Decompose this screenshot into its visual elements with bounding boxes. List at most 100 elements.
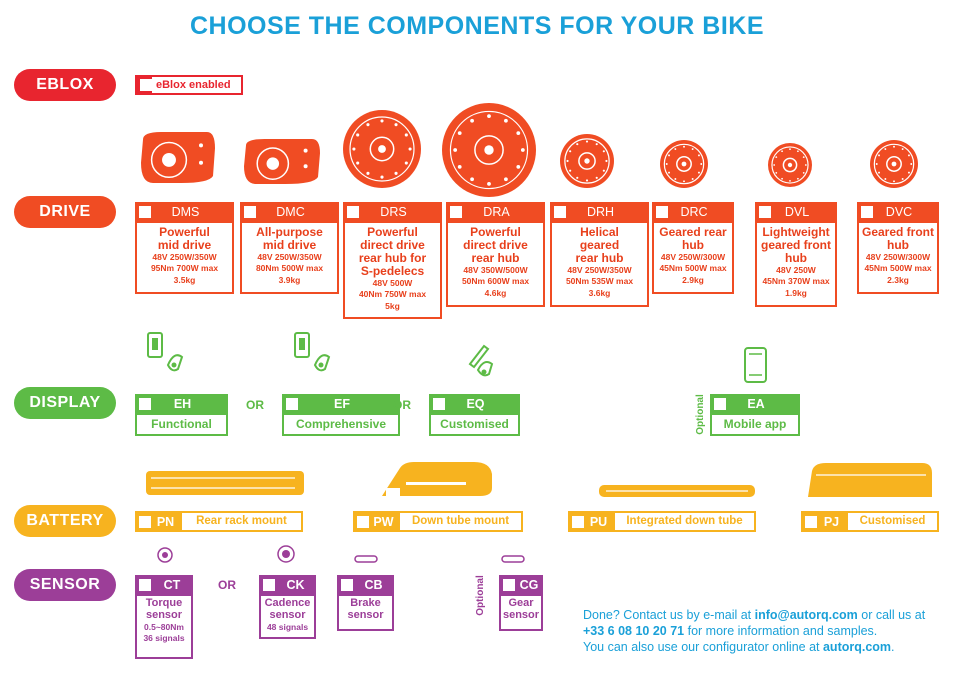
drive-option-drc[interactable]: DRC Geared rear hub 48V 250W/300W 45Nm 500W … [652, 202, 734, 294]
option-header[interactable]: DVL [755, 202, 837, 221]
option-header[interactable]: EQ [429, 394, 520, 413]
display-option-ef[interactable]: EF Comprehensive [282, 394, 400, 436]
option-code: CB [364, 577, 383, 592]
sensor-label: SENSOR [14, 569, 116, 601]
phone-link[interactable]: +33 6 08 10 20 71 [583, 624, 685, 638]
option-description: rear hub for [358, 250, 427, 265]
option-code: EH [173, 396, 192, 411]
option-checkbox[interactable] [263, 578, 275, 591]
option-spec: 48V 250W/350W [152, 251, 217, 262]
drive-label: DRIVE [14, 196, 116, 228]
option-description: rear hub [575, 250, 624, 265]
option-checkbox[interactable] [450, 205, 462, 218]
option-header[interactable]: PU [568, 511, 613, 532]
display-icon [147, 332, 184, 372]
eblox-checkbox[interactable] [140, 79, 152, 91]
option-description: S-pedelecs [360, 263, 425, 278]
option-code: DRS [380, 204, 407, 219]
option-code: DRH [586, 204, 615, 219]
option-description: Gear [508, 597, 534, 609]
option-header[interactable]: CK [259, 575, 316, 594]
option-checkbox[interactable] [805, 515, 817, 528]
drive-option-dvl[interactable]: DVL Lightweight geared front hub 48V 250W 45N… [755, 202, 837, 307]
option-description: All-purpose [256, 225, 323, 239]
battery-option-pw[interactable]: PW Down tube mount [353, 511, 523, 532]
option-checkbox[interactable] [286, 397, 298, 410]
option-header[interactable]: DVC [857, 202, 939, 221]
option-header[interactable]: DRS [343, 202, 442, 221]
option-header[interactable]: DRA [446, 202, 545, 221]
option-code: EQ [466, 396, 485, 411]
option-spec: 45Nm 500W max [659, 263, 727, 274]
option-checkbox[interactable] [139, 578, 151, 591]
sensor-option-cb[interactable]: CB Brake sensor [337, 575, 394, 631]
option-spec: 36 signals [143, 633, 185, 644]
option-header[interactable]: DRH [550, 202, 649, 221]
option-checkbox[interactable] [759, 205, 771, 218]
option-code: DRA [483, 204, 510, 219]
battery-option-pn[interactable]: PN Rear rack mount [135, 511, 303, 532]
option-header[interactable]: EA [710, 394, 800, 413]
drive-option-drs[interactable]: DRS Powerful direct drive rear hub for S-ped… [343, 202, 442, 319]
option-checkbox[interactable] [139, 397, 151, 410]
option-header[interactable]: DMS [135, 202, 234, 221]
option-checkbox[interactable] [572, 515, 584, 528]
or-separator: OR [218, 578, 236, 592]
option-checkbox[interactable] [714, 397, 726, 410]
battery-option-pj[interactable]: PJ Customised [801, 511, 939, 532]
drive-option-dms[interactable]: DMS Powerful mid drive 48V 250W/350W 95Nm 70… [135, 202, 234, 294]
eblox-label: EBLOX [14, 69, 116, 101]
display-option-eq[interactable]: EQ Customised [429, 394, 520, 436]
option-checkbox[interactable] [861, 205, 873, 218]
option-description: direct drive [463, 237, 528, 252]
option-details: Helical geared rear hub 48V 250W/350W 50Nm 5… [550, 221, 649, 307]
option-checkbox[interactable] [357, 515, 369, 528]
option-header[interactable]: CB [337, 575, 394, 594]
drive-option-dmc[interactable]: DMC All-purpose mid drive 48V 250W/350W 80Nm… [240, 202, 339, 294]
option-spec: 5kg [385, 300, 400, 311]
option-description: Rear rack mount [196, 515, 287, 527]
website-link[interactable]: autorq.com [822, 640, 892, 654]
option-spec: 80Nm 500W max [255, 263, 324, 274]
option-checkbox[interactable] [139, 515, 151, 528]
option-details: All-purpose mid drive 48V 250W/350W 80Nm 50… [240, 221, 339, 294]
eblox-option[interactable]: eBlox enabled [135, 75, 243, 95]
option-checkbox[interactable] [347, 205, 359, 218]
option-details: Geared rear hub 48V 250W/300W 45Nm 500W max… [652, 221, 734, 294]
email-link[interactable]: info@autorq.com [754, 608, 858, 622]
option-description: hub [887, 237, 909, 252]
option-checkbox[interactable] [554, 205, 566, 218]
option-header[interactable]: CG [499, 575, 543, 594]
sensor-option-ct[interactable]: CT Torque sensor 0.5~80Nm 36 signals [135, 575, 193, 659]
option-header[interactable]: PW [353, 511, 398, 532]
option-checkbox[interactable] [341, 578, 353, 591]
option-details: Mobile app [710, 413, 800, 436]
display-option-ea[interactable]: EA Mobile app [710, 394, 800, 436]
drive-option-dvc[interactable]: DVC Geared front hub 48V 250W/300W 45Nm 500W… [857, 202, 939, 294]
option-description: Powerful [159, 225, 210, 239]
sensor-option-ck[interactable]: CK Cadence sensor 48 signals [259, 575, 316, 639]
option-header[interactable]: DRC [652, 202, 734, 221]
option-header[interactable]: EH [135, 394, 228, 413]
display-option-eh[interactable]: EH Functional [135, 394, 228, 436]
sensor-option-cg[interactable]: CG Gear sensor [499, 575, 543, 631]
option-header[interactable]: CT [135, 575, 193, 594]
battery-option-pu[interactable]: PU Integrated down tube [568, 511, 756, 532]
option-spec: 0.5~80Nm [144, 621, 184, 632]
option-header[interactable]: PN [135, 511, 180, 532]
option-description: Lightweight [762, 225, 830, 239]
option-description: Geared rear [659, 225, 727, 239]
option-checkbox[interactable] [244, 205, 256, 218]
option-checkbox[interactable] [433, 397, 445, 410]
option-header[interactable]: DMC [240, 202, 339, 221]
option-header[interactable]: EF [282, 394, 400, 413]
option-checkbox[interactable] [139, 205, 151, 218]
drive-option-drh[interactable]: DRH Helical geared rear hub 48V 250W/350W 50N… [550, 202, 649, 307]
option-checkbox[interactable] [503, 578, 515, 591]
option-header[interactable]: PJ [801, 511, 846, 532]
drive-option-dra[interactable]: DRA Powerful direct drive rear hub 48V 350W/… [446, 202, 545, 307]
option-code: PU [589, 514, 608, 529]
option-description: rear hub [471, 250, 520, 265]
option-spec: 1.9kg [785, 287, 807, 298]
option-checkbox[interactable] [656, 205, 668, 218]
